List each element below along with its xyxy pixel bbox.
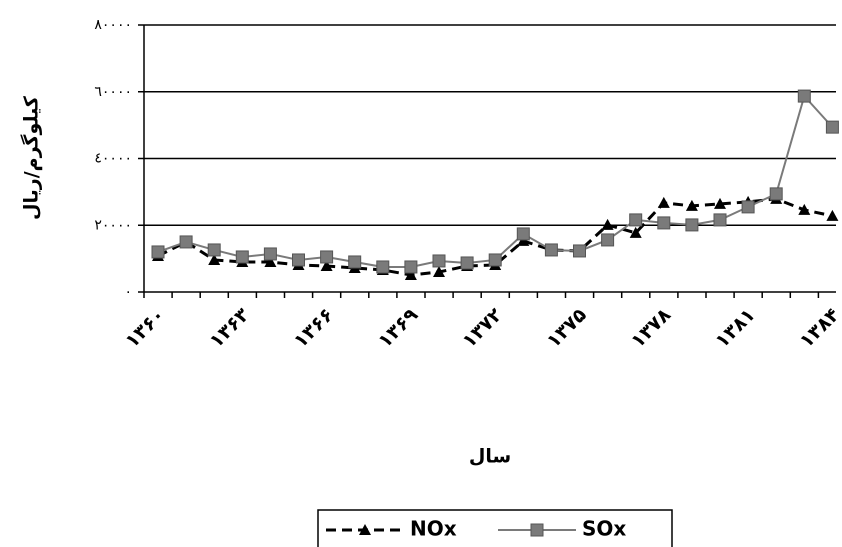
y-tick-label: ٠ — [124, 284, 132, 300]
x-tick-label: ۱۳۸۴ — [795, 304, 842, 352]
x-axis-title: سال — [469, 446, 511, 468]
data-point — [348, 255, 362, 269]
data-point — [208, 253, 221, 265]
data-point — [657, 216, 671, 230]
y-axis-title: کیلوگرم/ریال — [20, 95, 43, 220]
y-tick-label: ٢٠٠٠٠ — [94, 217, 132, 233]
data-point — [544, 243, 558, 257]
data-point — [207, 243, 221, 257]
data-point — [460, 256, 474, 270]
data-point — [404, 260, 418, 274]
data-point — [629, 226, 642, 238]
x-tick-label: ۱۳۶۰ — [121, 304, 169, 352]
data-point — [179, 235, 193, 249]
data-point — [573, 244, 586, 258]
data-point — [685, 199, 698, 211]
data-point — [320, 250, 334, 264]
legend-marker — [530, 523, 544, 537]
y-tick-label: ٦٠٠٠٠ — [94, 84, 132, 100]
legend-marker — [359, 524, 371, 535]
data-point — [714, 197, 726, 209]
data-point — [517, 234, 530, 246]
data-point — [826, 209, 839, 221]
data-point — [292, 253, 305, 267]
x-tick-label: ۱۳۷۲ — [458, 304, 507, 353]
data-point — [601, 233, 615, 247]
data-point — [713, 213, 727, 227]
x-tick-label: ۱۳۶۹ — [374, 304, 423, 353]
x-tick-label: ۱۳۷۸ — [627, 304, 676, 353]
x-tick-label: ۱۳۶۳ — [205, 304, 254, 353]
data-point — [404, 268, 417, 280]
data-point — [432, 254, 446, 268]
data-point — [151, 245, 165, 259]
data-point — [601, 218, 614, 230]
data-point — [516, 227, 530, 241]
legend-label: NOx — [410, 517, 457, 541]
x-tick-label: ۱۳۸۱ — [711, 304, 759, 352]
y-tick-label: ٨٠٠٠٠ — [94, 17, 132, 33]
data-point — [741, 200, 755, 214]
data-point — [376, 260, 390, 274]
data-point — [235, 250, 249, 264]
data-point — [263, 247, 277, 261]
x-tick-label: ۱۳۶۶ — [290, 304, 338, 352]
data-point — [797, 89, 811, 103]
legend-label: SOx — [582, 517, 626, 541]
series-line — [157, 94, 834, 268]
data-point — [685, 218, 699, 232]
data-point — [657, 196, 670, 208]
data-point — [488, 253, 502, 267]
data-point — [433, 265, 445, 277]
data-point — [629, 213, 643, 227]
x-tick-label: ۱۳۷۵ — [543, 304, 592, 353]
data-point — [264, 255, 277, 267]
data-point — [798, 203, 811, 215]
y-tick-label: ٤٠٠٠٠ — [94, 151, 132, 167]
data-point — [320, 259, 333, 271]
data-point — [825, 120, 839, 134]
data-point — [769, 187, 783, 201]
